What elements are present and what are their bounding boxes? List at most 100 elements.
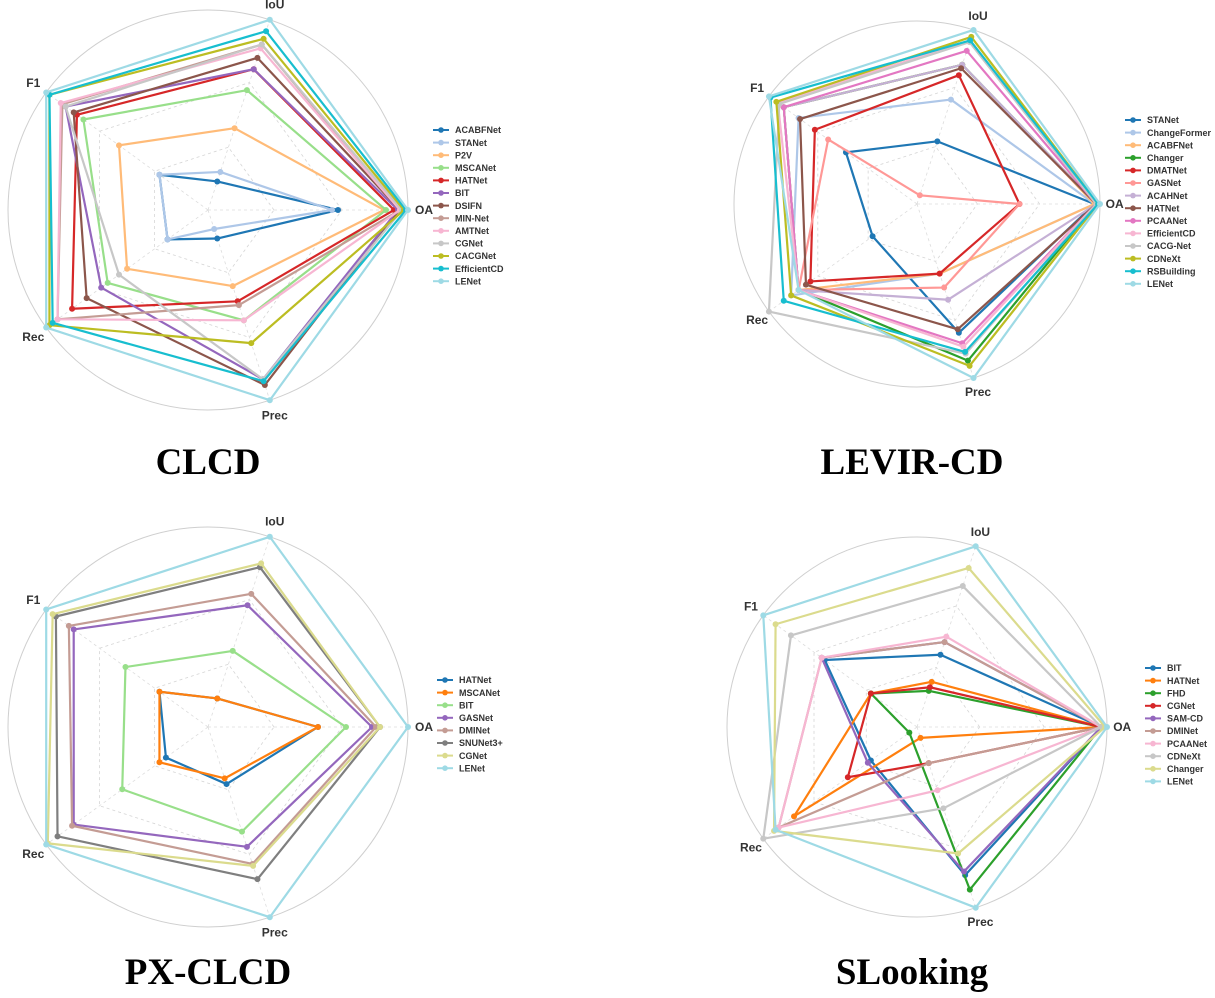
data-point-lenet-iou	[970, 26, 977, 33]
data-point-mscanet-f1	[156, 688, 163, 695]
series-line-cgnet	[64, 43, 404, 381]
data-point-pcaanet-f1	[780, 104, 787, 111]
legend-swatch-marker	[442, 740, 448, 746]
legend-label: HATNet	[1147, 203, 1179, 213]
legend-swatch-marker	[1130, 192, 1136, 199]
legend-label: EfficientCD	[455, 264, 504, 274]
data-point-cgnet-oa	[377, 724, 383, 730]
data-point-dmatnet-iou	[955, 72, 962, 79]
radar-panel-slooking: OA IoU F1 Rec Prec BIT HATNet FHD CGNet SAM-CD DMI…	[726, 525, 1207, 929]
data-point-cgnet-rec	[116, 271, 123, 278]
radar-grid-ring	[865, 666, 981, 788]
data-point-pcaanet-iou	[943, 633, 950, 640]
chart-title-clcd: CLCD	[156, 442, 261, 483]
legend-label: MSCANet	[459, 688, 500, 698]
data-point-hatnet-rec	[802, 281, 809, 288]
legend-label: LENet	[1167, 777, 1193, 787]
data-point-p2v-prec	[229, 283, 236, 290]
axis-label-iou: IoU	[968, 9, 987, 23]
data-point-cacgnet-iou	[260, 35, 267, 42]
legend-label: CDNeXt	[1167, 751, 1201, 761]
series-line-snunet3	[54, 566, 382, 881]
legend-entry-snunet3: SNUNet3+	[437, 738, 503, 748]
legend-entry-cdnext: CDNeXt	[1125, 254, 1181, 264]
data-point-mscanet-f1	[80, 116, 87, 123]
data-point-efficientcd-rec	[49, 319, 56, 326]
data-point-lenet-rec	[43, 841, 50, 848]
data-point-lenet-oa	[1104, 724, 1110, 730]
series-line-stanet	[844, 140, 1096, 334]
legend-label: LENet	[455, 276, 481, 286]
legend-entry-acahnet: ACAHNet	[1125, 191, 1188, 201]
legend-entry-cacg-net: CACG-Net	[1125, 241, 1191, 251]
data-point-bit-iou	[229, 647, 236, 654]
series-line-dsifn	[72, 56, 402, 387]
axis-label-rec: Rec	[22, 847, 44, 861]
data-point-lenet-oa	[405, 207, 411, 213]
series-line-dmatnet	[809, 74, 1021, 283]
data-point-amtnet-rec	[54, 316, 61, 323]
data-point-cgnet-iou	[926, 684, 933, 691]
legend-swatch-marker	[442, 715, 448, 721]
legend-label: PCAANet	[1147, 216, 1187, 226]
axis-label-iou: IoU	[265, 515, 284, 529]
legend-swatch-marker	[438, 228, 444, 234]
series-line-pcaanet	[777, 635, 1103, 829]
data-point-acabfnet-iou	[214, 178, 221, 185]
data-point-rsbuilding-prec	[962, 348, 969, 355]
data-point-amtnet-f1	[57, 100, 64, 107]
legend-label: HATNet	[459, 675, 491, 685]
legend-label: SAM-CD	[1167, 714, 1203, 724]
axis-label-iou: IoU	[971, 525, 990, 539]
data-point-lenet-prec	[972, 904, 979, 911]
data-point-cgnet-iou	[258, 41, 265, 48]
legend-entry-efficientcd: EfficientCD	[1125, 229, 1196, 239]
data-point-lenet-f1	[760, 612, 767, 619]
data-point-dminet-prec	[925, 760, 932, 767]
legend-label: HATNet	[1167, 676, 1199, 686]
data-point-dsifn-rec	[83, 295, 90, 302]
data-point-lenet-rec	[43, 324, 50, 331]
series-line-bit	[64, 68, 400, 381]
legend-swatch-marker	[438, 253, 444, 259]
legend-label: ChangeFormer	[1147, 128, 1212, 138]
data-point-cgnet-f1	[62, 103, 69, 110]
data-point-efficientcd-prec	[260, 378, 267, 385]
data-point-cgnet-f1	[867, 690, 874, 697]
legend-swatch-marker	[442, 689, 448, 696]
legend-swatch-marker	[1130, 218, 1136, 224]
data-point-bit-oa	[343, 724, 349, 730]
legend-label: CDNeXt	[1147, 254, 1181, 264]
legend-entry-changeformer: ChangeFormer	[1125, 128, 1212, 138]
data-point-cdnext-prec	[940, 805, 947, 812]
radar-grid-ring	[867, 146, 978, 262]
data-point-dminet-rec	[69, 822, 76, 829]
legend-entry-gasnet: GASNet	[1125, 178, 1181, 188]
legend-swatch-marker	[1150, 715, 1156, 722]
legend-swatch-marker	[1130, 142, 1136, 148]
data-point-hatnet-rec	[791, 813, 798, 820]
radar-grid-ring	[813, 605, 1045, 849]
data-point-lenet-iou	[266, 533, 273, 540]
chart-title-slooking: SLooking	[836, 952, 989, 993]
legend-label: RSBuilding	[1147, 266, 1196, 276]
legend-swatch-marker	[1130, 155, 1136, 161]
legend-entry-dmatnet: DMATNet	[1125, 166, 1187, 176]
series-line-fhd	[869, 689, 1103, 891]
data-point-cacg-net-rec	[765, 308, 772, 315]
data-point-lenet-prec	[266, 397, 273, 404]
data-point-acabfnet-oa	[335, 207, 341, 213]
data-point-stanet-prec	[211, 226, 218, 233]
legend-entry-bit: BIT	[1145, 663, 1182, 673]
data-point-dminet-iou	[248, 590, 255, 597]
legend-entry-mscanet: MSCANet	[437, 688, 500, 698]
data-point-mscanet-rec	[156, 759, 163, 766]
radar-spoke-rec	[763, 726, 918, 840]
axis-label-rec: Rec	[740, 841, 762, 855]
radar-grid-ring	[154, 146, 275, 274]
series-line-lenet	[45, 18, 410, 402]
legend-swatch-marker	[1150, 740, 1156, 747]
data-point-mscanet-oa	[315, 724, 321, 730]
legend-entry-pcaanet: PCAANet	[1125, 216, 1187, 226]
data-point-changer-iou	[965, 564, 972, 571]
